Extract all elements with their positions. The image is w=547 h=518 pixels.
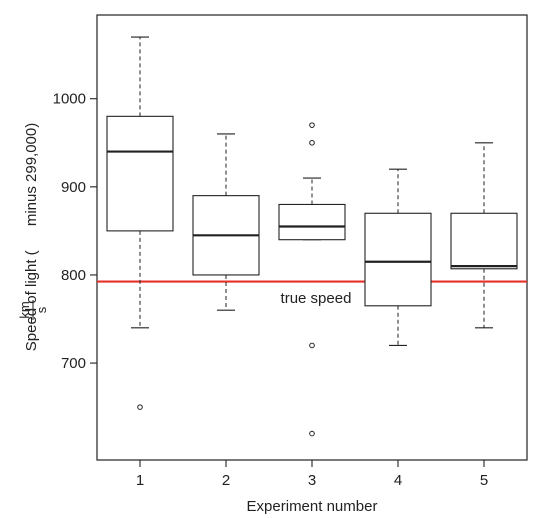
y-tick-label: 700 <box>61 355 86 372</box>
x-tick-label: 2 <box>222 472 230 489</box>
iqr-box <box>278 203 346 241</box>
outlier-point <box>137 404 143 410</box>
x-tick-label: 4 <box>394 472 402 489</box>
outlier-point <box>309 430 315 437</box>
box-experiment-3 <box>278 122 346 437</box>
outlier-point <box>309 139 315 146</box>
x-tick-label: 1 <box>136 472 144 489</box>
iqr-box <box>450 212 518 270</box>
box-experiment-2 <box>192 133 260 311</box>
iqr-box <box>364 212 432 307</box>
outlier-point <box>309 342 315 349</box>
y-axis-title-prefix: Speed of light ( <box>23 250 40 351</box>
y-axis-title-suffix: minus 299,000) <box>23 123 40 231</box>
y-axis: 700 800 900 1000 <box>53 91 97 372</box>
y-tick-label: 800 <box>61 267 86 284</box>
box-experiment-1 <box>106 36 174 410</box>
x-tick-label: 5 <box>480 472 488 489</box>
box-experiment-4 <box>364 168 432 346</box>
y-axis-title: Speed of light ( minus 299,000) km s <box>17 123 49 351</box>
y-axis-title-unit-num: km <box>17 301 32 318</box>
iqr-box <box>106 115 174 232</box>
true-speed-label: true speed <box>281 290 352 307</box>
svg-text:Speed of light ( minus 299,000: Speed of light ( minus 299,000) <box>23 123 40 351</box>
x-tick-label: 3 <box>308 472 316 489</box>
outlier-point <box>309 122 315 128</box>
y-axis-title-unit-den: s <box>34 306 49 313</box>
box-group <box>106 36 518 437</box>
y-tick-label: 1000 <box>53 91 86 108</box>
x-axis-title: Experiment number <box>247 498 378 515</box>
x-axis: 1 2 3 4 5 <box>136 460 488 489</box>
box-experiment-5 <box>450 142 518 329</box>
y-tick-label: 900 <box>61 179 86 196</box>
